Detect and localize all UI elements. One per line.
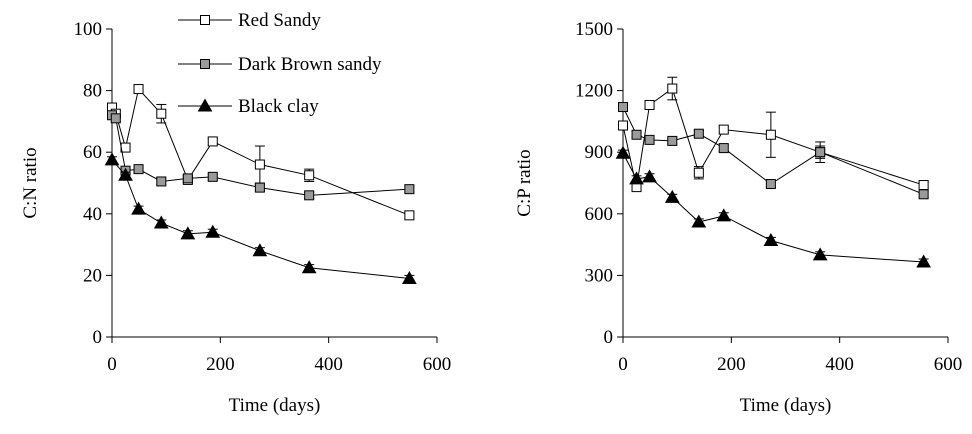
data-point <box>644 99 655 110</box>
data-point <box>812 247 828 261</box>
data-point <box>693 128 704 139</box>
x-tick-label: 600 <box>423 354 452 375</box>
data-point <box>402 270 417 284</box>
x-tick-label: 0 <box>107 354 117 375</box>
data-point <box>156 108 167 119</box>
y-axis-label: C:N ratio <box>20 147 41 218</box>
y-tick-label: 600 <box>585 204 614 225</box>
data-point <box>404 184 415 195</box>
data-point <box>631 129 642 140</box>
y-tick-label: 80 <box>83 81 102 102</box>
data-point <box>252 243 268 257</box>
data-point <box>404 210 415 221</box>
data-point <box>618 102 628 113</box>
data-point <box>131 201 146 215</box>
data-point <box>718 143 729 154</box>
data-point <box>207 136 218 147</box>
data-point <box>205 224 221 238</box>
y-tick-label: 300 <box>585 265 614 286</box>
x-tick-label: 200 <box>717 354 746 375</box>
data-point <box>180 226 196 240</box>
series-line <box>111 88 410 216</box>
data-point <box>918 189 929 200</box>
data-point <box>615 145 631 159</box>
y-tick-label: 0 <box>604 327 614 348</box>
series-dark-brown-sandy <box>107 110 415 201</box>
legend-item-black-clay: Black clay <box>178 96 319 117</box>
data-point <box>693 167 704 178</box>
data-point <box>691 214 707 228</box>
data-point <box>718 124 729 135</box>
cp-ratio-panel: 0 300 600 900 1200 1500 0 200 400 600 Time (days) C… <box>514 19 962 416</box>
data-point <box>765 129 776 140</box>
y-tick-label: 40 <box>83 204 102 225</box>
legend-marker <box>200 59 210 69</box>
data-point <box>642 169 657 183</box>
legend-item-red-sandy: Red Sandy <box>178 10 321 31</box>
legend-label: Black clay <box>238 96 319 117</box>
data-point <box>254 159 265 170</box>
data-point <box>667 135 678 146</box>
data-point <box>618 120 628 131</box>
y-tick-label: 0 <box>93 327 103 348</box>
y-tick-label: 1200 <box>575 81 613 102</box>
cn-ratio-panel: 0 20 40 60 80 100 0 200 400 600 Time (days) C:N rat… <box>20 19 451 416</box>
data-point <box>716 208 732 222</box>
y-tick-label: 60 <box>83 142 102 163</box>
data-point <box>664 189 680 203</box>
x-tick-label: 0 <box>618 354 628 375</box>
data-point <box>765 179 776 190</box>
data-point <box>254 182 265 193</box>
data-point <box>133 164 144 175</box>
x-tick-label: 400 <box>825 354 854 375</box>
data-point <box>118 167 133 181</box>
data-point <box>301 260 317 274</box>
series-black-clay <box>615 145 931 268</box>
data-point <box>207 171 218 182</box>
series-black-clay <box>104 152 417 284</box>
x-axis-label: Time (days) <box>229 395 321 416</box>
data-point <box>182 173 193 184</box>
x-tick-label: 400 <box>314 354 343 375</box>
y-tick-label: 20 <box>83 265 102 286</box>
legend-marker <box>197 98 213 112</box>
legend-label: Dark Brown sandy <box>238 54 382 75</box>
x-tick-label: 600 <box>934 354 963 375</box>
data-point <box>763 232 779 246</box>
y-tick-label: 900 <box>585 142 614 163</box>
legend: Red Sandy Dark Brown sandy Black clay <box>178 10 382 117</box>
data-point <box>304 170 315 181</box>
data-point <box>120 142 131 153</box>
legend-label: Red Sandy <box>238 10 321 31</box>
data-point <box>916 254 931 268</box>
legend-marker <box>200 15 210 25</box>
data-point <box>644 134 655 145</box>
series-red-sandy <box>618 76 929 193</box>
y-tick-label: 100 <box>74 19 103 40</box>
x-axis-label: Time (days) <box>740 395 832 416</box>
data-point <box>667 83 678 94</box>
data-point <box>815 147 826 158</box>
y-tick-label: 1500 <box>575 19 613 40</box>
data-point <box>629 171 644 185</box>
series-line <box>111 114 410 196</box>
data-point <box>304 190 315 201</box>
x-tick-label: 200 <box>206 354 235 375</box>
legend-item-dark-brown-sandy: Dark Brown sandy <box>178 54 382 75</box>
data-point <box>104 152 120 166</box>
data-point <box>918 180 929 191</box>
data-point <box>156 176 167 187</box>
data-point <box>110 113 121 124</box>
series-dark-brown-sandy <box>618 102 929 200</box>
data-point <box>133 84 144 95</box>
y-axis-label: C:P ratio <box>514 149 535 216</box>
data-point <box>153 215 169 229</box>
